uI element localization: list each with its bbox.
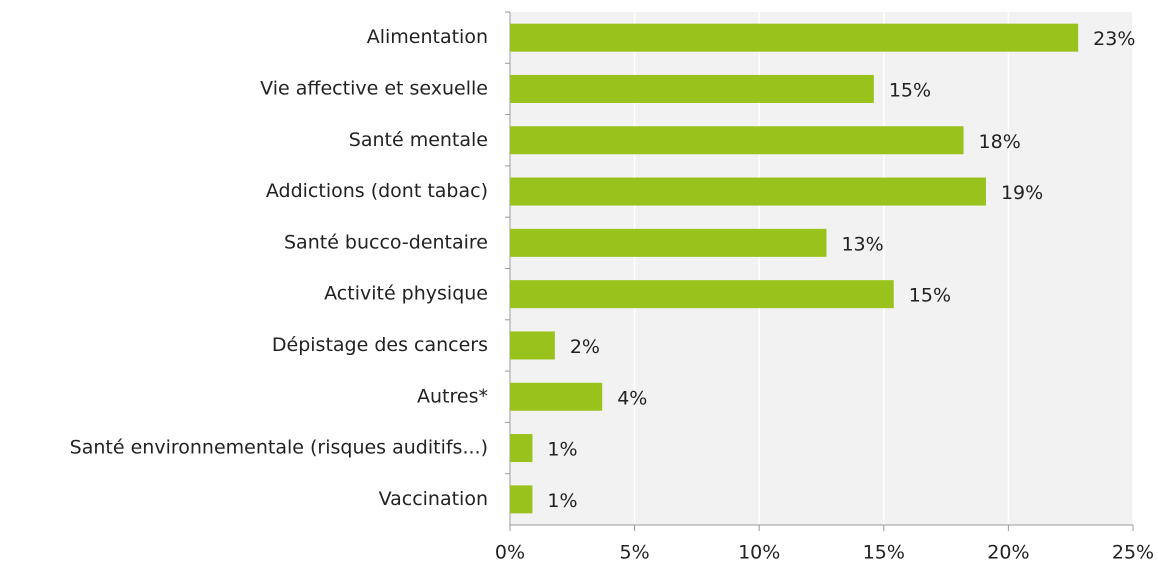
data-label: 13% <box>841 233 883 255</box>
x-tick-label: 5% <box>620 542 650 564</box>
y-tick-label: Santé bucco-dentaire <box>284 231 488 253</box>
data-label: 15% <box>909 285 951 307</box>
x-tick-label: 15% <box>863 542 905 564</box>
bar <box>510 228 827 257</box>
bar <box>510 331 555 360</box>
x-tick-label: 10% <box>738 542 780 564</box>
data-label: 19% <box>1001 182 1043 204</box>
y-tick-label: Addictions (dont tabac) <box>266 180 488 202</box>
data-label: 2% <box>570 336 600 358</box>
data-label: 1% <box>547 439 577 461</box>
bar <box>510 126 964 155</box>
y-tick-label: Alimentation <box>367 26 488 48</box>
y-tick-label: Activité physique <box>324 283 488 305</box>
bar <box>510 485 533 514</box>
bar <box>510 177 986 206</box>
x-tick-label: 0% <box>495 542 525 564</box>
data-label: 18% <box>979 131 1021 153</box>
y-tick-label: Autres* <box>417 385 488 407</box>
x-tick-label: 25% <box>1112 542 1154 564</box>
data-label: 4% <box>617 387 647 409</box>
bar <box>510 74 874 103</box>
y-tick-label: Dépistage des cancers <box>272 334 488 356</box>
y-tick-label: Santé mentale <box>349 129 488 151</box>
y-tick-label: Vaccination <box>379 488 488 510</box>
y-tick-label: Santé environnementale (risques auditifs… <box>70 437 488 459</box>
bar <box>510 23 1079 52</box>
bar <box>510 280 894 309</box>
data-label: 1% <box>547 490 577 512</box>
x-tick-label: 20% <box>987 542 1029 564</box>
data-label: 15% <box>889 79 931 101</box>
bar <box>510 382 603 411</box>
data-label: 23% <box>1093 28 1135 50</box>
y-tick-label: Vie affective et sexuelle <box>260 77 488 99</box>
bar <box>510 434 533 463</box>
